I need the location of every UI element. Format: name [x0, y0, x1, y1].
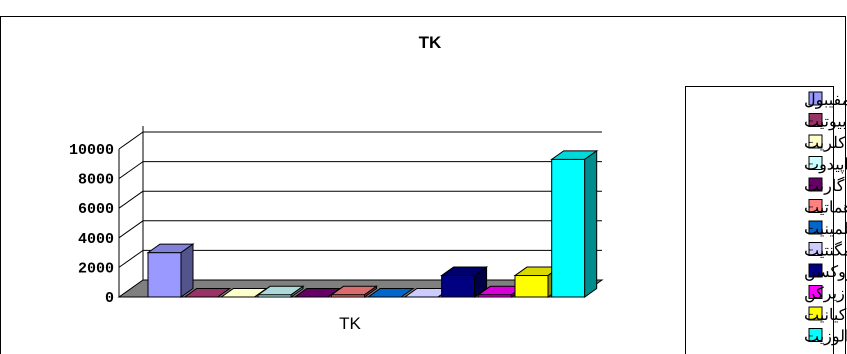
legend-item: اپیدوت: [804, 156, 847, 174]
bar: [366, 288, 415, 298]
chart-title: TK: [419, 33, 442, 52]
plot-area: 0 2000 4000 6000 8000 10000 TK: [69, 126, 604, 333]
legend-label: هماتیت: [804, 200, 847, 217]
legend-label: پیروکسن: [804, 264, 847, 281]
legend-swatch: [808, 285, 823, 299]
legend-label: آمفیبول: [804, 89, 847, 109]
bar: [256, 285, 305, 298]
legend-item: کلریت: [804, 134, 846, 152]
legend-item: مگنتیت: [804, 241, 847, 260]
legend-label: گارنت: [804, 176, 845, 195]
legend-swatch: [808, 306, 823, 321]
legend-item: آمفیبول: [804, 89, 847, 109]
legend-swatch: [808, 242, 823, 256]
bar-side: [290, 285, 304, 298]
legend-label: بیوتیت: [804, 114, 847, 131]
legend-label: زیرکن: [804, 286, 845, 303]
y-tick-label: 4000: [78, 231, 114, 248]
bar-front: [147, 252, 182, 298]
y-tick-label: 8000: [78, 172, 114, 189]
bars: [146, 149, 599, 298]
legend-item: کیانیت: [804, 306, 847, 324]
legend-label: کلریت: [804, 135, 846, 152]
bar-side: [584, 149, 598, 298]
gridline-side: [118, 190, 144, 209]
bar-top: [183, 288, 232, 298]
bar: [329, 285, 379, 298]
gridline-side: [118, 249, 144, 268]
legend-label: آندالوزیت: [804, 326, 847, 346]
gridlines: [118, 131, 602, 268]
bar: [146, 243, 195, 298]
bar: [183, 288, 232, 298]
legend-item: زیرکن: [804, 285, 845, 303]
gridline-side: [118, 220, 144, 239]
legend-swatch: [808, 134, 823, 149]
y-tick-label: 6000: [78, 201, 114, 218]
legend: آمفیبول بیوتیت کلریت اپیدوت گارنت هماتیت ایلمی…: [685, 86, 847, 354]
y-tick-label: 0: [105, 290, 114, 307]
legend-label: ایلمینیت: [804, 221, 847, 238]
y-tick-label: 10000: [69, 142, 114, 159]
legend-item: هماتیت: [804, 199, 847, 217]
legend-label: اپیدوت: [804, 157, 847, 174]
legend-swatch: [808, 263, 823, 278]
gridline-side: [118, 161, 144, 180]
bar-front: [551, 158, 586, 298]
legend-items: آمفیبول بیوتیت کلریت اپیدوت گارنت هماتیت ایلمی…: [804, 89, 847, 346]
y-axis-ticks: 0 2000 4000 6000 8000 10000: [69, 142, 114, 307]
legend-swatch: [808, 91, 823, 106]
legend-swatch: [808, 177, 823, 192]
legend-swatch: [808, 199, 823, 213]
bar-front: [441, 275, 476, 298]
legend-item: گارنت: [804, 176, 845, 195]
legend-item: بیوتیت: [804, 113, 847, 131]
gridline-side: [118, 131, 144, 150]
bar-top: [366, 288, 415, 298]
legend-label: مگنتیت: [804, 241, 847, 260]
bar: [550, 149, 599, 298]
bar-side: [180, 243, 194, 298]
bar-side: [364, 285, 377, 298]
legend-item: پیروکسن: [804, 263, 847, 281]
bar: [440, 266, 489, 298]
legend-swatch: [808, 156, 823, 170]
legend-swatch: [808, 113, 823, 127]
legend-swatch: [808, 328, 823, 342]
y-tick-label: 2000: [78, 260, 114, 277]
bar-front: [514, 275, 549, 298]
legend-swatch: [808, 220, 823, 235]
legend-label: کیانیت: [804, 307, 847, 324]
legend-item: آندالوزیت: [804, 326, 847, 346]
legend-item: ایلمینیت: [804, 220, 847, 238]
x-axis-category-label: TK: [339, 314, 361, 333]
